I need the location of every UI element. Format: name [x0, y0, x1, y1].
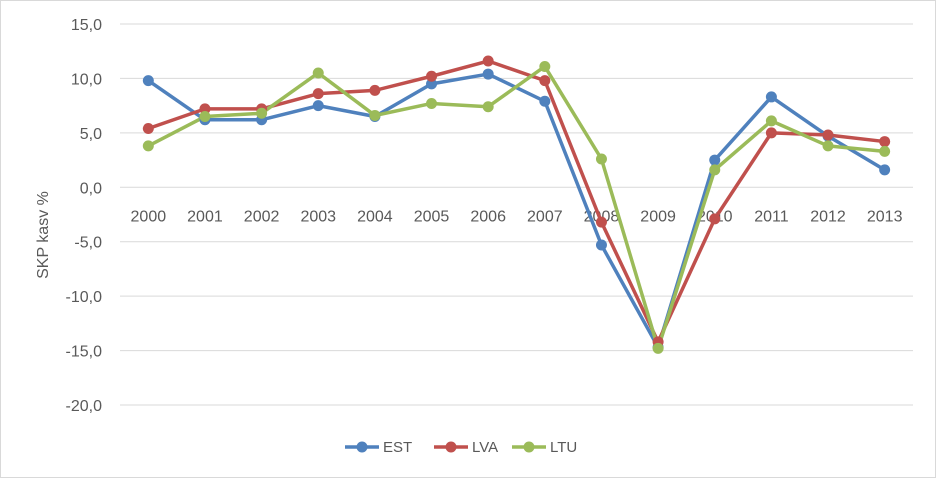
x-tick-label: 2002 — [244, 208, 280, 225]
data-point-lva — [312, 88, 324, 100]
data-point-ltu — [539, 60, 551, 72]
y-tick-label: -10,0 — [66, 289, 103, 306]
data-point-est — [709, 154, 721, 166]
y-tick-label: 5,0 — [80, 126, 102, 143]
y-tick-label: 0,0 — [80, 180, 102, 197]
x-tick-label: 2012 — [810, 208, 846, 225]
data-point-ltu — [256, 107, 268, 119]
data-point-ltu — [426, 97, 438, 109]
series-markers — [142, 55, 891, 354]
data-point-ltu — [482, 101, 494, 113]
legend-marker-lva — [445, 441, 457, 453]
data-point-ltu — [765, 115, 777, 127]
data-point-ltu — [312, 67, 324, 79]
legend-label-ltu: LTU — [550, 439, 577, 456]
series-line-ltu — [146, 64, 887, 351]
data-point-lva — [709, 213, 721, 225]
legend-marker-ltu — [523, 441, 535, 453]
x-tick-label: 2003 — [300, 208, 336, 225]
data-point-ltu — [822, 140, 834, 152]
x-tick-labels: 2000200120022003200420052006200720082009… — [131, 208, 903, 225]
x-tick-label: 2004 — [357, 208, 393, 225]
data-point-lva — [426, 70, 438, 82]
data-point-est — [595, 239, 607, 251]
series-lines — [146, 59, 887, 351]
series-line-lva — [146, 59, 887, 344]
data-point-ltu — [595, 153, 607, 165]
x-tick-label: 2005 — [414, 208, 450, 225]
data-point-lva — [369, 84, 381, 96]
data-point-lva — [765, 127, 777, 139]
data-point-ltu — [879, 145, 891, 157]
data-point-est — [426, 78, 438, 90]
data-point-ltu — [652, 342, 664, 354]
x-tick-label: 2007 — [527, 208, 563, 225]
data-point-ltu — [709, 164, 721, 176]
x-tick-label: 2013 — [867, 208, 903, 225]
legend-label-est: EST — [383, 439, 412, 456]
y-tick-label: 15,0 — [71, 17, 102, 34]
x-tick-label: 2001 — [187, 208, 223, 225]
data-point-ltu — [199, 111, 211, 123]
legend-label-lva: LVA — [472, 439, 498, 456]
gridlines — [120, 23, 913, 406]
y-tick-label: -15,0 — [66, 344, 103, 361]
data-point-ltu — [142, 140, 154, 152]
y-tick-label: -5,0 — [74, 235, 102, 252]
data-point-est — [312, 100, 324, 112]
data-point-est — [482, 68, 494, 80]
data-point-ltu — [369, 109, 381, 121]
data-point-est — [142, 75, 154, 87]
x-tick-label: 2009 — [640, 208, 676, 225]
y-tick-labels: 15,0 10,0 5,0 0,0 -5,0 -10,0 -15,0 -20,0 — [66, 17, 103, 415]
legend: EST LVA LTU — [345, 439, 577, 456]
x-tick-label: 2011 — [754, 208, 789, 225]
data-point-lva — [595, 216, 607, 228]
data-point-lva — [199, 103, 211, 115]
x-tick-label: 2000 — [131, 208, 167, 225]
data-point-est — [879, 164, 891, 176]
x-tick-label: 2006 — [470, 208, 506, 225]
legend-marker-est — [356, 441, 368, 453]
y-tick-label: -20,0 — [66, 398, 103, 415]
data-point-lva — [482, 55, 494, 67]
data-point-lva — [142, 123, 154, 135]
y-axis-label: SKP kasv % — [35, 191, 52, 279]
data-point-est — [765, 91, 777, 103]
y-tick-label: 10,0 — [71, 71, 102, 88]
data-point-lva — [539, 75, 551, 87]
data-point-est — [539, 95, 551, 107]
data-point-lva — [879, 136, 891, 148]
data-point-lva — [822, 129, 834, 141]
